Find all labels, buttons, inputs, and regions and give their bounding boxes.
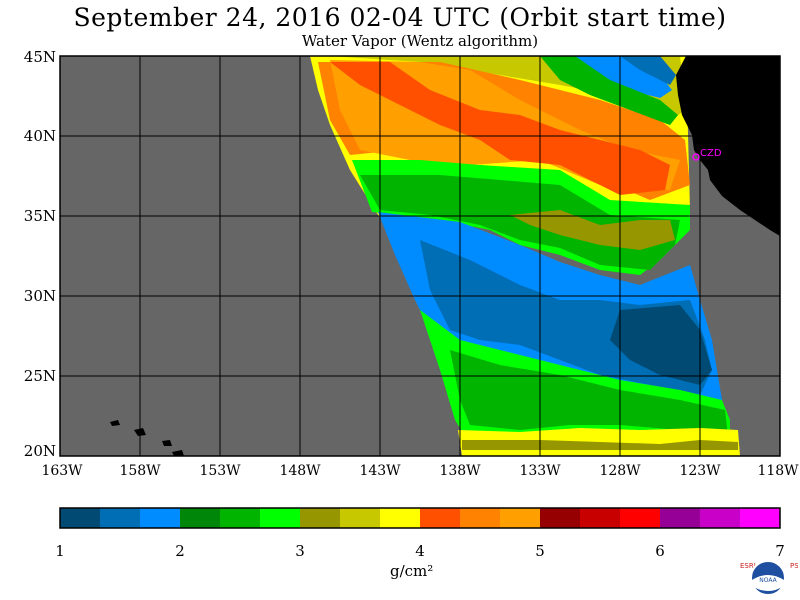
colorbar-swatch xyxy=(740,508,781,528)
lon-label: 123W xyxy=(679,463,721,479)
map-frame xyxy=(59,55,781,457)
colorbar-frame xyxy=(59,507,781,529)
colorbar-tick-label: 2 xyxy=(175,542,185,560)
colorbar-swatch xyxy=(700,508,741,528)
hawaii-3 xyxy=(162,440,172,446)
station-icon xyxy=(692,153,700,161)
swath-olive-south xyxy=(462,440,738,450)
colorbar-swatch xyxy=(420,508,461,528)
north-america-coast xyxy=(676,56,780,236)
colorbar xyxy=(60,508,781,528)
lat-label: 45N xyxy=(24,48,56,66)
lat-label: 30N xyxy=(24,287,56,305)
station-label: CZD xyxy=(700,148,722,159)
colorbar-tick-labels: 1 2 3 4 5 6 7 xyxy=(55,542,785,560)
latitude-labels: 45N 40N 35N 30N 25N 20N xyxy=(24,48,56,460)
logo-center-text: NOAA xyxy=(759,577,777,584)
colorbar-swatch xyxy=(460,508,501,528)
swath-orange-3 xyxy=(330,62,670,195)
colorbar-swatch xyxy=(620,508,661,528)
swath-medblue-north xyxy=(620,56,676,85)
colorbar-swatch xyxy=(220,508,261,528)
colorbar-swatch xyxy=(340,508,381,528)
lon-label: 128W xyxy=(599,463,641,479)
colorbar-tick-label: 6 xyxy=(655,542,665,560)
colorbar-tick-label: 3 xyxy=(295,542,305,560)
lat-label: 35N xyxy=(24,207,56,225)
colorbar-swatch xyxy=(660,508,701,528)
logo-left-text: ESRL xyxy=(740,562,758,570)
colorbar-swatch xyxy=(180,508,221,528)
logo-right-text: PSD xyxy=(790,562,798,570)
station-marker: CZD xyxy=(692,148,722,161)
lon-label: 158W xyxy=(119,463,161,479)
lat-label: 25N xyxy=(24,367,56,385)
lon-label: 118W xyxy=(757,463,799,479)
colorbar-swatch xyxy=(260,508,301,528)
swath xyxy=(310,56,740,456)
lon-label: 143W xyxy=(359,463,401,479)
colorbar-swatch xyxy=(60,508,101,528)
lon-label: 163W xyxy=(41,463,83,479)
noaa-logo: ESRL PSD NOAA xyxy=(740,560,798,596)
hawaii-1 xyxy=(110,420,120,426)
longitude-labels: 163W 158W 153W 148W 143W 138W 133W 128W … xyxy=(41,463,799,479)
land xyxy=(110,56,780,456)
lat-label: 20N xyxy=(24,442,56,460)
colorbar-tick-label: 1 xyxy=(55,542,65,560)
swath-olive-mid xyxy=(510,210,675,250)
colorbar-swatch xyxy=(300,508,341,528)
figure-title: September 24, 2016 02-04 UTC (Orbit star… xyxy=(73,3,727,32)
colorbar-swatch xyxy=(140,508,181,528)
lon-label: 153W xyxy=(199,463,241,479)
colorbar-swatch xyxy=(580,508,621,528)
colorbar-tick-label: 5 xyxy=(535,542,545,560)
lon-label: 133W xyxy=(519,463,561,479)
swath-darkgreen-south xyxy=(450,350,728,435)
colorbar-tick-label: 4 xyxy=(415,542,425,560)
colorbar-tick-label: 7 xyxy=(775,542,785,560)
colorbar-swatch xyxy=(500,508,541,528)
swath-darkblue xyxy=(610,305,712,385)
colorbar-swatch xyxy=(380,508,421,528)
colorbar-units: g/cm² xyxy=(390,562,434,580)
swath-darkgreen-mid xyxy=(360,175,680,270)
lat-label: 40N xyxy=(24,127,56,145)
figure-subtitle: Water Vapor (Wentz algorithm) xyxy=(301,32,539,50)
lon-label: 138W xyxy=(439,463,481,479)
colorbar-swatch xyxy=(100,508,141,528)
colorbar-swatch xyxy=(540,508,581,528)
graticule xyxy=(60,56,780,456)
lon-label: 148W xyxy=(279,463,321,479)
hawaii-4 xyxy=(172,450,184,456)
swath-green-north xyxy=(540,56,678,125)
